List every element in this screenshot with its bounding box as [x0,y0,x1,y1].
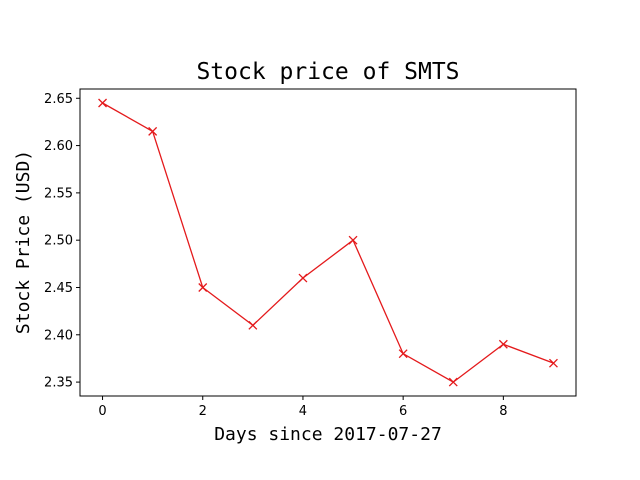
x-axis-ticks: 0 2 4 6 8 [98,396,507,419]
y-tick-label: 2.45 [44,281,73,296]
x-axis-label: Days since 2017-07-27 [214,424,442,445]
data-point-marker [448,377,458,387]
data-point-marker [498,339,508,349]
x-tick-label: 0 [98,404,106,419]
y-axis-label: Stock Price (USD) [13,150,34,334]
plot-area [98,98,558,387]
data-point-marker [548,358,558,368]
data-point-marker [148,126,158,136]
y-tick-label: 2.40 [44,328,73,343]
data-point-marker [248,320,258,330]
y-tick-label: 2.55 [44,186,73,201]
data-point-marker [298,273,308,283]
chart-title: Stock price of SMTS [196,59,459,85]
y-tick-label: 2.35 [44,376,73,391]
y-axis-ticks: 2.35 2.40 2.45 2.50 2.55 2.60 2.65 [44,92,80,391]
data-point-marker [398,349,408,359]
y-tick-label: 2.60 [44,139,73,154]
x-tick-label: 6 [399,404,407,419]
axes-frame [79,88,577,397]
data-point-marker [198,283,208,292]
y-tick-label: 2.50 [44,234,73,249]
x-tick-label: 8 [499,404,507,419]
x-tick-label: 2 [199,404,207,419]
series-line [102,102,554,383]
data-point-marker [348,235,358,245]
data-point-marker [98,98,108,108]
y-tick-label: 2.65 [44,92,73,107]
x-tick-label: 4 [299,404,307,419]
